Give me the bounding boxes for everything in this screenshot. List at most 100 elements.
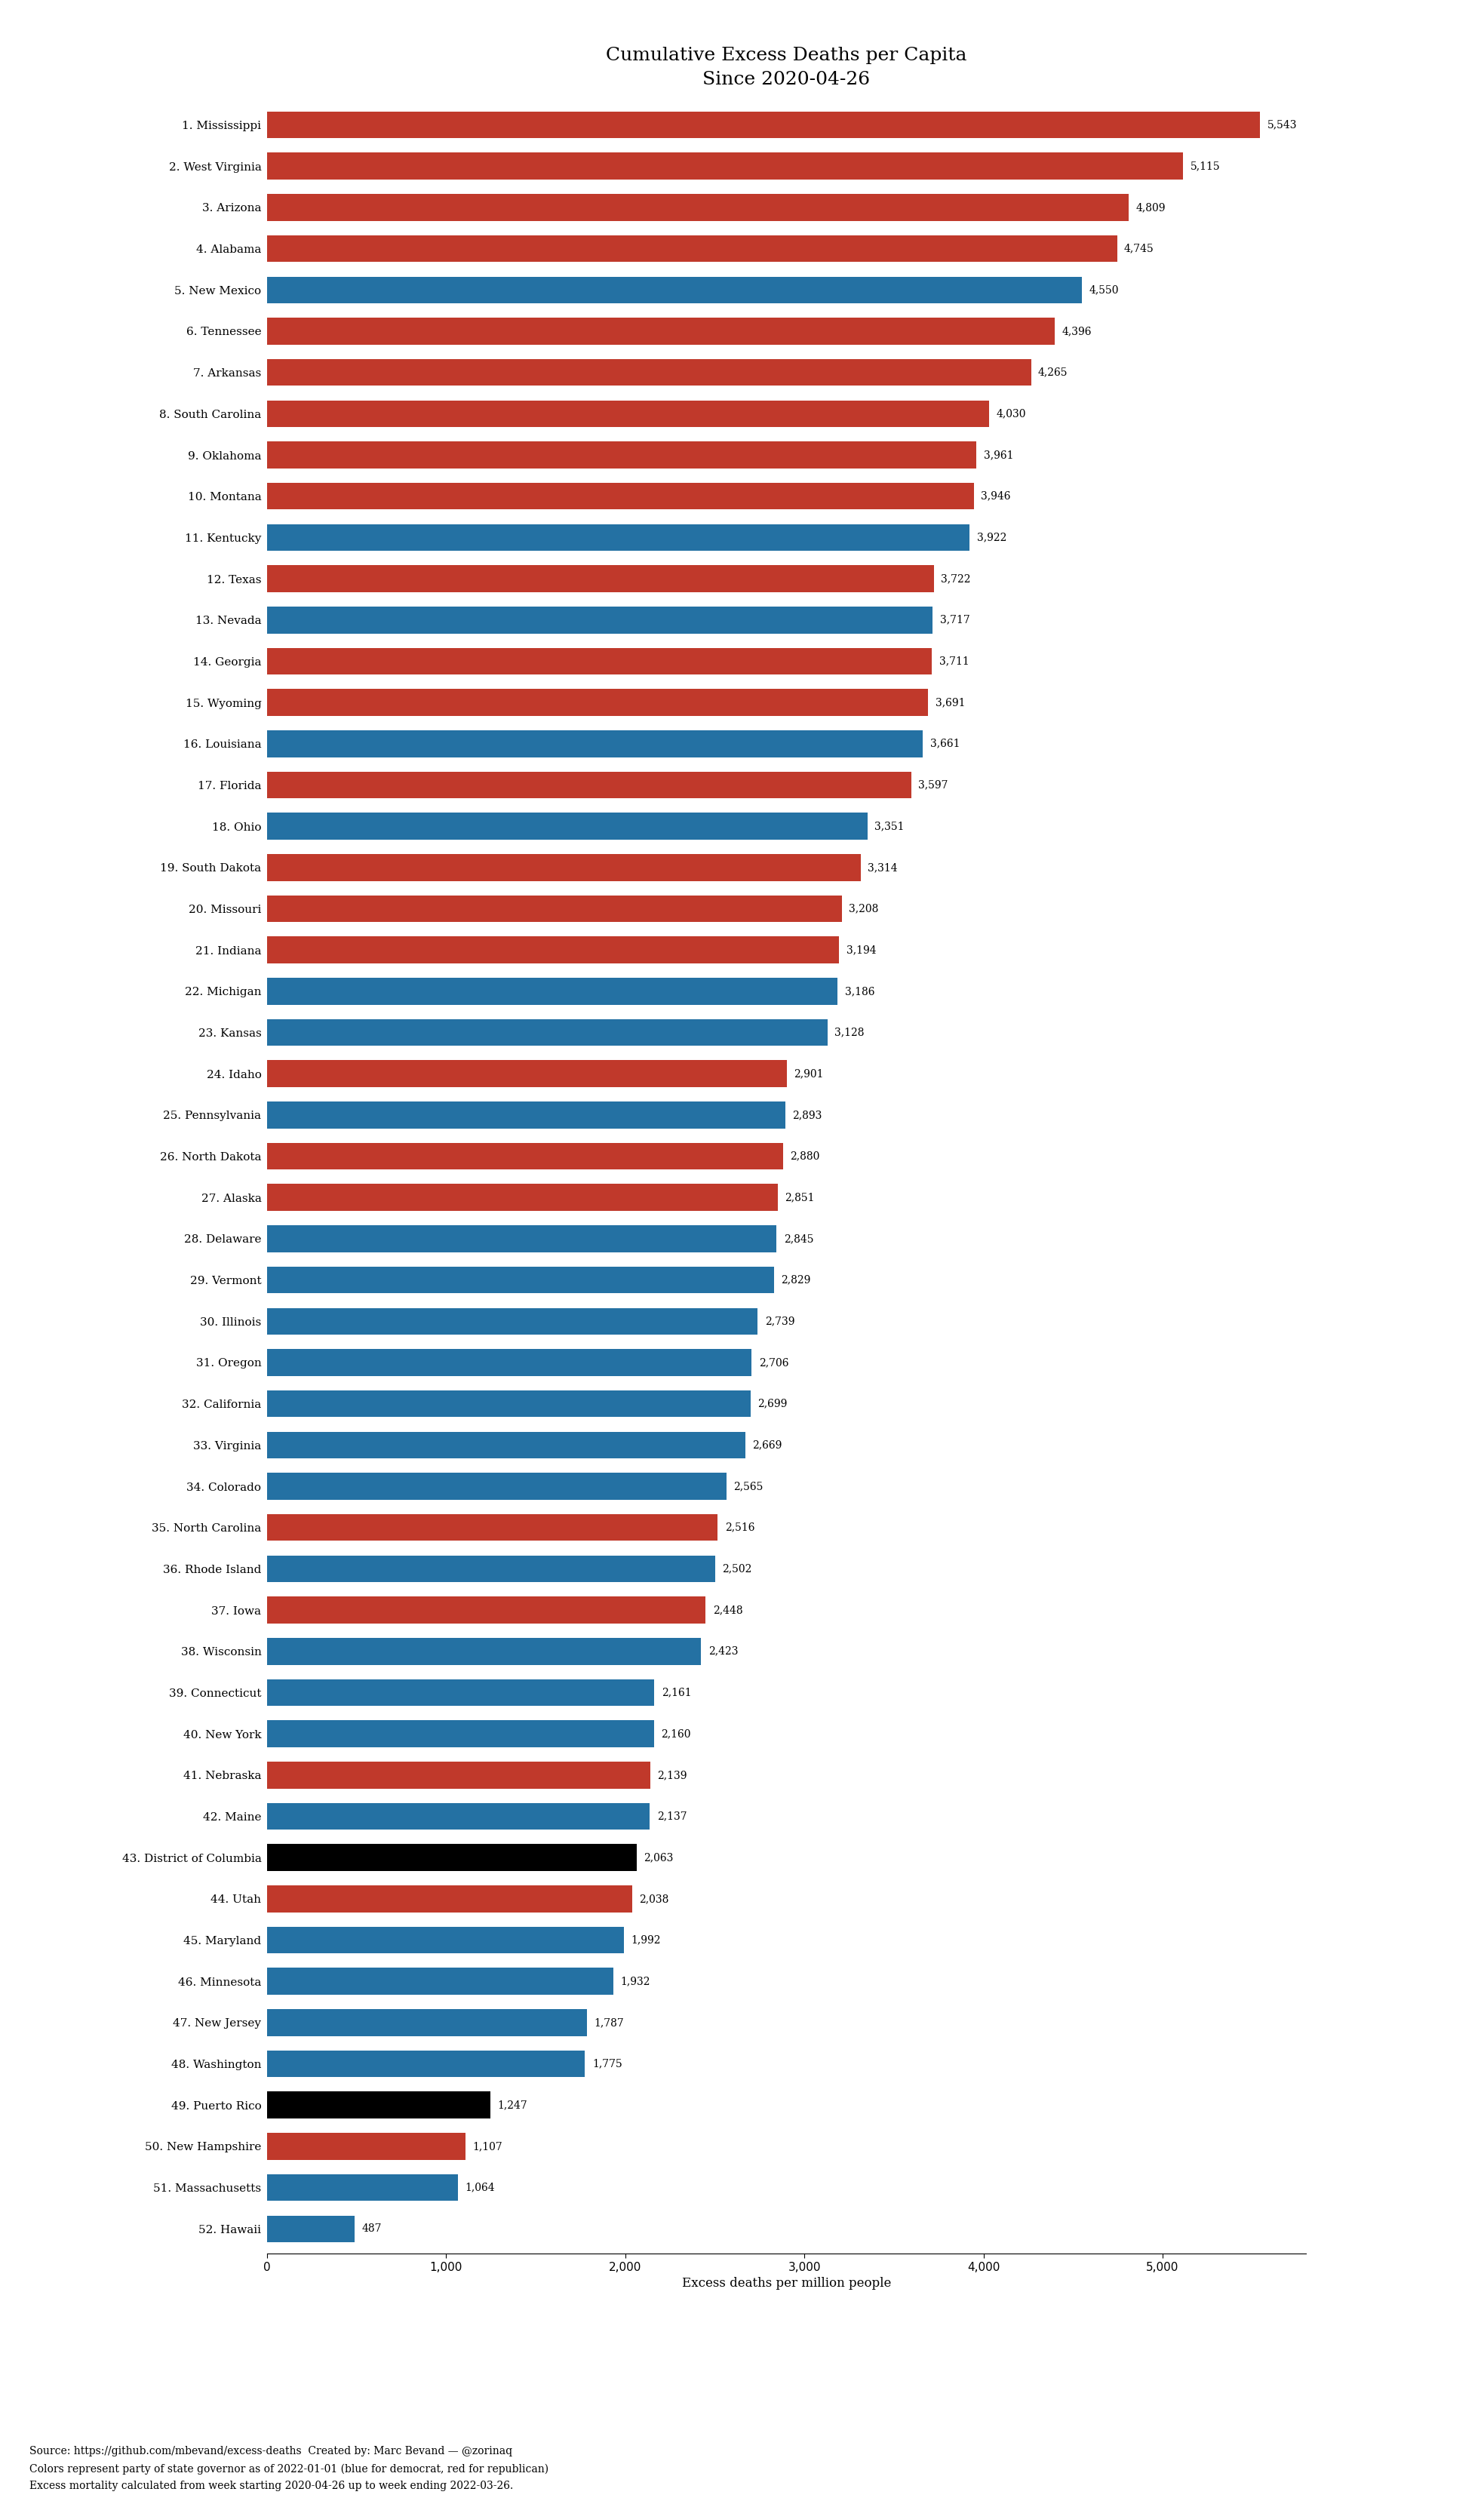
Text: 2,893: 2,893 xyxy=(792,1109,822,1119)
Bar xyxy=(267,2051,585,2078)
Text: 3,961: 3,961 xyxy=(984,451,1014,461)
Text: 2,161: 2,161 xyxy=(662,1688,692,1698)
Text: 2,880: 2,880 xyxy=(789,1152,819,1162)
Text: 1,775: 1,775 xyxy=(592,2058,622,2068)
Text: 2,669: 2,669 xyxy=(752,1440,782,1450)
Text: 3,128: 3,128 xyxy=(834,1027,864,1037)
Text: 3,922: 3,922 xyxy=(976,533,1006,543)
Text: 3,691: 3,691 xyxy=(935,696,965,709)
Text: 5,543: 5,543 xyxy=(1267,120,1297,130)
Bar xyxy=(267,1926,623,1953)
Bar xyxy=(267,2008,588,2036)
Text: 4,030: 4,030 xyxy=(996,408,1025,418)
Bar xyxy=(267,2091,490,2118)
Text: 2,160: 2,160 xyxy=(662,1728,692,1740)
Text: 2,139: 2,139 xyxy=(657,1770,687,1780)
Text: 1,107: 1,107 xyxy=(472,2141,503,2151)
X-axis label: Excess deaths per million people: Excess deaths per million people xyxy=(681,2276,892,2289)
Text: 2,038: 2,038 xyxy=(640,1893,669,1903)
Text: 3,597: 3,597 xyxy=(919,779,948,791)
Bar xyxy=(267,1598,705,1623)
Bar xyxy=(267,441,976,468)
Text: Source: https://github.com/mbevand/excess-deaths  Created by: Marc Bevand — @zor: Source: https://github.com/mbevand/exces… xyxy=(30,2446,549,2491)
Bar xyxy=(267,1102,785,1129)
Title: Cumulative Excess Deaths per Capita
Since 2020-04-26: Cumulative Excess Deaths per Capita Sinc… xyxy=(605,48,968,88)
Text: 3,351: 3,351 xyxy=(874,821,904,831)
Text: 4,550: 4,550 xyxy=(1089,285,1119,295)
Bar xyxy=(267,1390,751,1417)
Bar xyxy=(267,814,867,839)
Bar xyxy=(267,1472,727,1500)
Bar xyxy=(267,1224,776,1252)
Text: 1,992: 1,992 xyxy=(631,1936,660,1946)
Text: 2,851: 2,851 xyxy=(785,1192,815,1202)
Bar xyxy=(267,523,969,551)
Bar xyxy=(267,1142,784,1169)
Bar xyxy=(267,566,933,591)
Bar xyxy=(267,606,933,634)
Text: 3,722: 3,722 xyxy=(941,573,971,583)
Bar xyxy=(267,193,1128,220)
Text: 1,932: 1,932 xyxy=(620,1976,650,1986)
Bar xyxy=(267,936,838,964)
Text: 1,247: 1,247 xyxy=(497,2101,528,2111)
Bar xyxy=(267,1059,787,1087)
Bar xyxy=(267,689,928,716)
Bar xyxy=(267,1843,637,1870)
Bar xyxy=(267,771,911,799)
Text: 2,739: 2,739 xyxy=(764,1317,794,1327)
Bar xyxy=(267,1184,778,1212)
Text: 3,661: 3,661 xyxy=(930,739,960,749)
Text: 487: 487 xyxy=(362,2224,381,2234)
Text: 2,706: 2,706 xyxy=(758,1357,788,1367)
Bar xyxy=(267,1019,828,1047)
Bar xyxy=(267,153,1183,180)
Text: 3,946: 3,946 xyxy=(981,491,1011,501)
Bar xyxy=(267,401,988,428)
Text: 3,208: 3,208 xyxy=(849,904,879,914)
Bar xyxy=(267,2133,466,2161)
Bar xyxy=(267,1720,654,1748)
Text: 2,699: 2,699 xyxy=(758,1400,788,1410)
Bar xyxy=(267,275,1082,303)
Text: 3,314: 3,314 xyxy=(868,861,898,874)
Bar xyxy=(267,649,932,674)
Bar xyxy=(267,731,923,756)
Text: 4,265: 4,265 xyxy=(1039,368,1068,378)
Bar xyxy=(267,1555,715,1583)
Bar xyxy=(267,1803,650,1830)
Bar xyxy=(267,1680,654,1705)
Text: 4,396: 4,396 xyxy=(1061,326,1091,336)
Bar xyxy=(267,1267,773,1295)
Bar xyxy=(267,1515,718,1540)
Text: 3,711: 3,711 xyxy=(939,656,969,666)
Bar xyxy=(267,483,974,511)
Text: 2,448: 2,448 xyxy=(712,1605,742,1615)
Text: 2,565: 2,565 xyxy=(733,1480,763,1492)
Bar xyxy=(267,896,841,921)
Text: 2,845: 2,845 xyxy=(784,1234,813,1244)
Text: 4,809: 4,809 xyxy=(1135,203,1165,213)
Text: 3,186: 3,186 xyxy=(844,987,874,997)
Text: 2,829: 2,829 xyxy=(781,1275,810,1285)
Bar xyxy=(267,1307,758,1335)
Text: 2,901: 2,901 xyxy=(794,1069,824,1079)
Text: 5,115: 5,115 xyxy=(1190,160,1220,170)
Bar xyxy=(267,1638,700,1665)
Bar xyxy=(267,2216,355,2241)
Bar xyxy=(267,318,1055,346)
Bar xyxy=(267,854,861,881)
Text: 2,502: 2,502 xyxy=(723,1562,752,1575)
Text: 1,064: 1,064 xyxy=(464,2183,494,2194)
Text: 2,063: 2,063 xyxy=(644,1853,674,1863)
Bar xyxy=(267,113,1260,138)
Text: 3,194: 3,194 xyxy=(846,944,876,954)
Text: 4,745: 4,745 xyxy=(1123,243,1155,253)
Text: 2,423: 2,423 xyxy=(708,1645,738,1658)
Text: 2,516: 2,516 xyxy=(724,1522,755,1532)
Bar xyxy=(267,1886,632,1913)
Bar xyxy=(267,1968,613,1996)
Bar xyxy=(267,1432,745,1457)
Text: 1,787: 1,787 xyxy=(594,2018,625,2028)
Bar xyxy=(267,1350,752,1375)
